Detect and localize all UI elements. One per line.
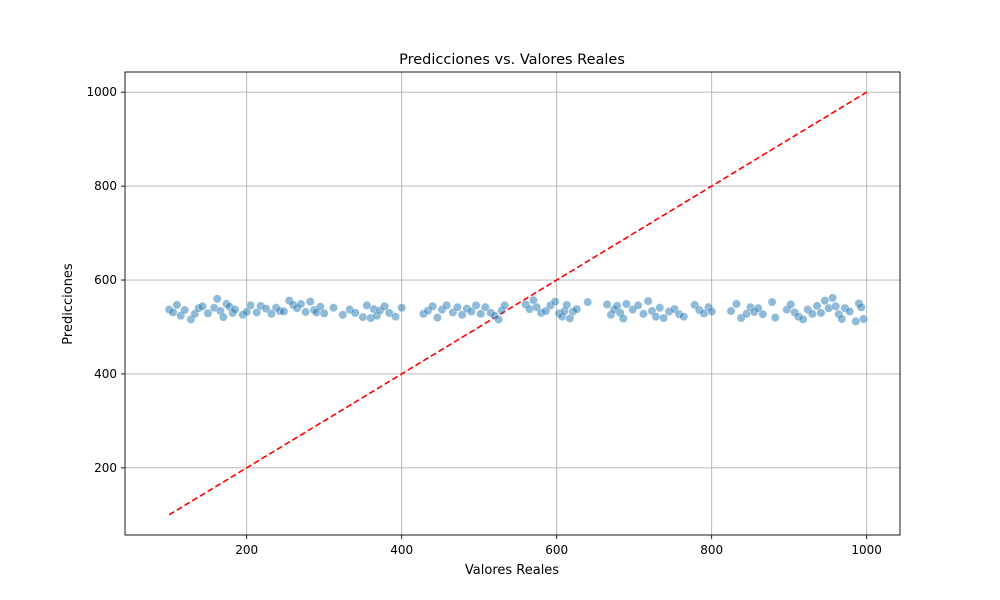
scatter-point bbox=[807, 309, 817, 319]
reference-line-group bbox=[168, 91, 868, 516]
scatter-point bbox=[602, 299, 612, 309]
scatter-point bbox=[679, 312, 689, 322]
scatter-point bbox=[770, 313, 780, 323]
scatter-point bbox=[428, 301, 438, 311]
x-tick-label: 1000 bbox=[851, 543, 882, 557]
scatter-point bbox=[859, 314, 869, 324]
x-tick-label: 600 bbox=[545, 543, 568, 557]
reference-line bbox=[168, 91, 868, 516]
scatter-point bbox=[758, 309, 768, 319]
data-points bbox=[164, 293, 869, 326]
x-tick-label: 200 bbox=[235, 543, 258, 557]
scatter-point bbox=[252, 307, 262, 317]
scatter-point bbox=[466, 306, 476, 316]
scatter-point bbox=[731, 299, 741, 309]
y-tick-label: 200 bbox=[94, 461, 117, 475]
scatter-point bbox=[261, 304, 271, 314]
scatter-point bbox=[633, 300, 643, 310]
scatter-point bbox=[831, 301, 841, 311]
scatter-point bbox=[786, 299, 796, 309]
scatter-point bbox=[638, 309, 648, 319]
scatter-point bbox=[301, 307, 311, 317]
scatter-point bbox=[362, 300, 372, 310]
scatter-point bbox=[319, 308, 329, 318]
scatter-point bbox=[457, 310, 467, 320]
scatter-point bbox=[328, 303, 338, 313]
x-tick-label: 400 bbox=[390, 543, 413, 557]
scatter-point bbox=[618, 314, 628, 324]
scatter-point bbox=[500, 300, 510, 310]
scatter-point bbox=[350, 308, 360, 318]
x-tick-label: 800 bbox=[700, 543, 723, 557]
scatter-point bbox=[432, 313, 442, 323]
scatter-point bbox=[480, 302, 490, 312]
scatter-point bbox=[659, 313, 669, 323]
scatter-point bbox=[203, 308, 213, 318]
scatter-point bbox=[572, 304, 582, 314]
scatter-point bbox=[856, 302, 866, 312]
plot-frame bbox=[124, 71, 901, 536]
scatter-point bbox=[471, 300, 481, 310]
scatter-point bbox=[767, 297, 777, 307]
chart-title: Predicciones vs. Valores Reales bbox=[399, 52, 625, 68]
scatter-point bbox=[655, 303, 665, 313]
scatter-point bbox=[442, 300, 452, 310]
scatter-point bbox=[550, 297, 560, 307]
scatter-point bbox=[753, 303, 763, 313]
scatter-point bbox=[562, 300, 572, 310]
scatter-point bbox=[230, 305, 240, 315]
scatter-point bbox=[246, 300, 256, 310]
grid-lines bbox=[125, 72, 900, 535]
scatter-point bbox=[172, 300, 182, 310]
scatter-point bbox=[828, 293, 838, 303]
scatter-point bbox=[707, 306, 717, 316]
scatter-point bbox=[798, 314, 808, 324]
scatter-point bbox=[242, 307, 252, 317]
scatter-point bbox=[643, 296, 653, 306]
scatter-point bbox=[812, 301, 822, 311]
scatter-point bbox=[390, 312, 400, 322]
y-tick-label: 800 bbox=[94, 179, 117, 193]
scatter-point bbox=[726, 306, 736, 316]
x-axis-ticks: 200 400 600 800 1000 bbox=[235, 535, 882, 557]
scatter-point bbox=[397, 303, 407, 313]
y-tick-label: 600 bbox=[94, 273, 117, 287]
scatter-point bbox=[845, 306, 855, 316]
scatter-point bbox=[218, 312, 228, 322]
y-axis-ticks: 200 400 600 800 1000 bbox=[86, 85, 125, 475]
scatter-point bbox=[338, 310, 348, 320]
y-tick-label: 1000 bbox=[86, 85, 117, 99]
scatter-point bbox=[494, 314, 504, 324]
y-axis-label: Predicciones bbox=[61, 263, 76, 345]
scatter-point bbox=[621, 299, 631, 309]
scatter-point bbox=[837, 314, 847, 324]
scatter-point bbox=[315, 302, 325, 312]
x-axis-label: Valores Reales bbox=[465, 563, 559, 578]
scatter-point bbox=[296, 299, 306, 309]
scatter-point bbox=[651, 312, 661, 322]
scatter-point bbox=[180, 305, 190, 315]
scatter-point bbox=[358, 312, 368, 322]
scatter-point bbox=[583, 297, 593, 307]
scatter-point bbox=[279, 306, 289, 316]
scatter-point bbox=[816, 308, 826, 318]
y-tick-label: 400 bbox=[94, 367, 117, 381]
scatter-point bbox=[168, 307, 178, 317]
scatter-point bbox=[820, 296, 830, 306]
scatter-point bbox=[305, 297, 315, 307]
scatter-point bbox=[266, 309, 276, 319]
scatter-point bbox=[452, 302, 462, 312]
scatter-point bbox=[212, 294, 222, 304]
scatter-point bbox=[380, 301, 390, 311]
scatter-point bbox=[851, 316, 861, 326]
scatter-point bbox=[476, 309, 486, 319]
scatter-point bbox=[198, 301, 208, 311]
